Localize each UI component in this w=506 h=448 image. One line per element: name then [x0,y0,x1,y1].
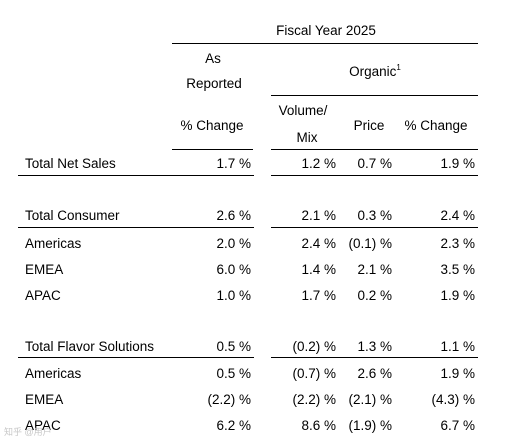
organic-cols-header-rule [271,149,478,150]
cell-reported: 1.0 % [216,288,251,303]
total-flavor-rule-right [271,357,478,358]
cell-volume: (0.7) % [292,366,336,381]
organic-footnote-marker: 1 [396,63,401,72]
total-net-sales-rule-right [271,175,478,176]
cell-reported: 2.0 % [216,236,251,251]
volume-heading-line2: Mix [296,130,318,145]
total-consumer-rule-left [18,227,254,228]
cell-organic: 2.3 % [440,236,475,251]
row-label: EMEA [25,392,64,407]
row-label: Americas [25,366,82,381]
cell-volume: 8.6 % [301,418,336,433]
cell-reported: 0.5 % [216,339,251,354]
row-label: EMEA [25,262,64,277]
cell-organic: 1.9 % [440,156,475,171]
organic-heading: Organic1 [349,64,401,80]
cell-volume: 1.7 % [301,288,336,303]
organic-heading-text: Organic [349,64,397,79]
row-label: Total Net Sales [25,156,116,171]
organic-pct-change-heading: % Change [404,118,468,133]
reported-col-header-rule [172,149,253,150]
volume-heading-line1: Volume/ [278,103,328,118]
total-consumer-rule-right [271,227,478,228]
cell-volume: 2.1 % [301,208,336,223]
row-label: APAC [25,418,61,433]
cell-price: 2.1 % [357,262,392,277]
header-top-rule [172,43,478,44]
cell-reported: 0.5 % [216,366,251,381]
cell-volume: 2.4 % [301,236,336,251]
cell-price: 0.3 % [357,208,392,223]
cell-price: (1.9) % [348,418,392,433]
cell-price: 0.2 % [357,288,392,303]
cell-reported: 6.2 % [216,418,251,433]
cell-organic: 3.5 % [440,262,475,277]
cell-price: 0.7 % [357,156,392,171]
cell-price: (0.1) % [348,236,392,251]
row-label: Total Flavor Solutions [25,339,155,354]
row-label: APAC [25,288,61,303]
price-heading: Price [353,118,385,133]
cell-reported: (2.2) % [207,392,251,407]
as-reported-heading-line1: As [205,51,221,66]
cell-reported: 1.7 % [216,156,251,171]
row-label: Americas [25,236,82,251]
as-reported-heading-line2: Reported [186,76,242,91]
cell-organic: 1.9 % [440,366,475,381]
cell-volume: (0.2) % [292,339,336,354]
cell-volume: (2.2) % [292,392,336,407]
watermark: 知乎 @用户 [4,427,52,437]
reported-pct-change-heading: % Change [180,118,244,133]
cell-organic: 2.4 % [440,208,475,223]
cell-volume: 1.2 % [301,156,336,171]
cell-price: 1.3 % [357,339,392,354]
total-net-sales-rule-left [18,175,254,176]
cell-price: 2.6 % [357,366,392,381]
cell-reported: 6.0 % [216,262,251,277]
row-label: Total Consumer [25,208,120,223]
cell-price: (2.1) % [348,392,392,407]
cell-organic: 6.7 % [440,418,475,433]
organic-underline [271,95,478,96]
cell-organic: 1.1 % [440,339,475,354]
cell-volume: 1.4 % [301,262,336,277]
cell-organic: 1.9 % [440,288,475,303]
cell-organic: (4.3) % [431,392,475,407]
cell-reported: 2.6 % [216,208,251,223]
total-flavor-rule-left [18,357,254,358]
fiscal-year-heading: Fiscal Year 2025 [276,23,376,38]
